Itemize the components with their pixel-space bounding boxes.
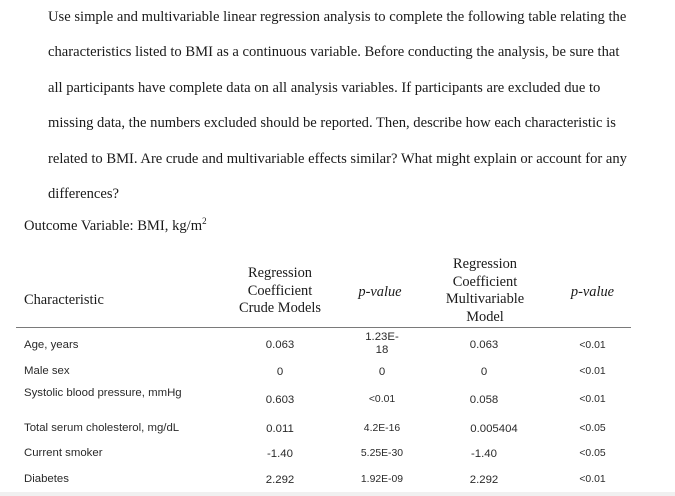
row-multivariable-coefficient: 0.005404 <box>470 423 518 435</box>
header-crude-coefficient: Regression Coefficient Crude Models <box>239 265 321 317</box>
outcome-variable-label: Outcome Variable: BMI, kg/m2 <box>24 216 207 234</box>
row-p-value-crude: <0.01 <box>368 394 396 405</box>
row-crude-coefficient: 0.063 <box>265 339 295 351</box>
row-crude-coefficient: 0 <box>276 366 284 378</box>
row-p-value-crude: 0 <box>378 366 386 378</box>
instructions-paragraph: Use simple and multivariable linear regr… <box>48 0 670 212</box>
row-p-value-crude: 5.25E-30 <box>360 448 404 459</box>
row-multivariable-coefficient: 0.063 <box>469 339 499 351</box>
row-p-value-multivariable: <0.01 <box>579 366 606 377</box>
superscript: 2 <box>202 216 207 226</box>
row-characteristic: Male sex <box>24 365 70 377</box>
paragraph-line: Use simple and multivariable linear regr… <box>48 9 627 25</box>
row-crude-coefficient: 0.603 <box>265 394 295 406</box>
row-p-value-multivariable: <0.05 <box>579 448 606 459</box>
row-multivariable-coefficient: -1.40 <box>471 448 497 460</box>
row-crude-coefficient: -1.40 <box>267 448 293 460</box>
row-multivariable-coefficient: 0 <box>480 366 488 378</box>
row-p-value-crude: 1.23E-18 <box>365 331 399 356</box>
header-characteristic: Characteristic <box>24 292 104 308</box>
row-p-value-crude: 1.92E-09 <box>360 474 404 485</box>
paragraph-line: characteristics listed to BMI as a conti… <box>48 44 620 61</box>
row-crude-coefficient: 2.292 <box>265 474 295 486</box>
row-p-value-crude: 4.2E-16 <box>363 423 401 434</box>
row-p-value-multivariable: <0.01 <box>579 394 606 405</box>
header-multivariable-coefficient: Regression Coefficient Multivariable Mod… <box>445 256 525 325</box>
row-characteristic: Diabetes <box>24 473 69 485</box>
header-rule <box>16 327 631 328</box>
paragraph-line: missing data, the numbers excluded shoul… <box>48 115 616 132</box>
paragraph-line: all participants have complete data on a… <box>48 79 601 96</box>
header-p-value-crude: p-value <box>358 284 402 300</box>
paragraph-line: related to BMI. Are crude and multivaria… <box>48 150 627 167</box>
row-p-value-multivariable: <0.01 <box>579 340 606 351</box>
header-p-value-multivariable: p-value <box>570 284 615 300</box>
paragraph-line: differences? <box>48 185 120 202</box>
row-p-value-multivariable: <0.05 <box>579 423 606 434</box>
row-characteristic: Total serum cholesterol, mg/dL <box>24 422 180 434</box>
row-characteristic: Systolic blood pressure, mmHg <box>24 387 182 399</box>
row-characteristic: Age, years <box>24 339 79 351</box>
row-multivariable-coefficient: 2.292 <box>469 474 499 486</box>
page-bottom-edge <box>0 492 675 496</box>
row-p-value-multivariable: <0.01 <box>579 474 606 485</box>
row-multivariable-coefficient: 0.058 <box>469 394 499 406</box>
row-crude-coefficient: 0.011 <box>266 423 294 435</box>
row-characteristic: Current smoker <box>24 447 103 459</box>
